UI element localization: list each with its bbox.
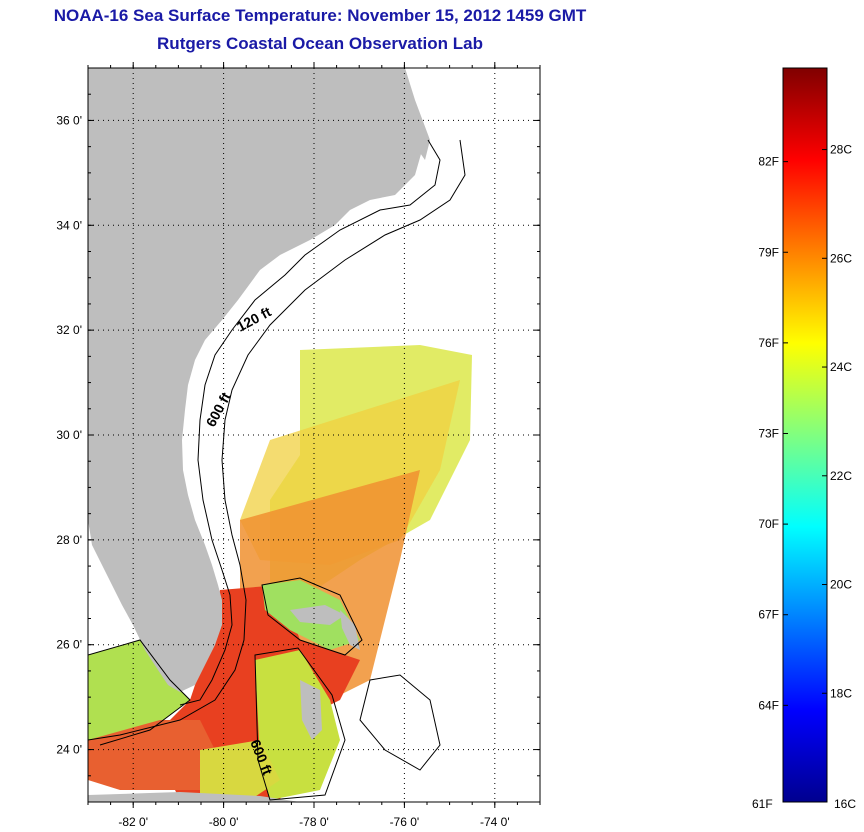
colorbar-f-label: 79F [758,245,779,259]
sst-imagery [88,345,472,800]
lat-tick-label: 32 0' [56,323,82,337]
colorbar-ticks [783,149,827,706]
lon-tick-label: -82 0' [118,815,148,829]
map-title: NOAA-16 Sea Surface Temperature: Novembe… [53,6,587,25]
contour-bahamas-2 [254,647,346,801]
colorbar-f-label: 73F [758,426,779,440]
lon-tick-label: -78 0' [299,815,329,829]
colorbar-f-label: 82F [758,155,779,169]
longitude-labels: -82 0' -80 0' -78 0' -76 0' -74 0' [118,815,509,829]
colorbar-celsius-labels: 18C 20C 22C 24C 26C 28C [830,143,852,701]
lat-tick-label: 26 0' [56,638,82,652]
lon-tick-label: -76 0' [390,815,420,829]
land [88,68,430,802]
cuba-land [88,792,300,802]
latitude-labels: 24 0' 26 0' 28 0' 30 0' 32 0' 34 0' 36 0' [56,113,82,756]
colorbar-f-label: 70F [758,517,779,531]
graticule [88,68,540,802]
colorbar-c-label: 24C [830,360,852,374]
lat-tick-label: 24 0' [56,743,82,757]
map-subtitle: Rutgers Coastal Ocean Observation Lab [157,34,483,53]
andros-island [300,680,322,740]
contour-florida-bay [88,639,191,746]
colorbar-min-f-label: 61F [752,797,773,811]
contour-bahamas-3 [359,674,441,771]
sst-keys-shelf [88,720,220,790]
colorbar-min-c-label: 16C [834,797,856,811]
us-east-coast-land [88,68,425,692]
colorbar-fahrenheit-labels: 64F 67F 70F 73F 76F 79F 82F [758,155,779,713]
contour-120ft [179,139,441,706]
colorbar-gradient [782,67,828,803]
colorbar-c-label: 20C [830,578,852,592]
colorbar-c-label: 26C [830,251,852,265]
grand-bahama [290,605,345,625]
lat-tick-label: 30 0' [56,428,82,442]
contour-bahamas-1 [261,577,363,656]
abaco-island [340,610,360,650]
lat-tick-label: 28 0' [56,533,82,547]
lon-tick-label: -74 0' [480,815,510,829]
colorbar-f-label: 64F [758,698,779,712]
colorbar-c-label: 28C [830,143,852,157]
lat-tick-label: 36 0' [56,113,82,127]
colorbar-c-label: 22C [830,469,852,483]
colorbar-f-label: 76F [758,336,779,350]
colorbar-c-label: 18C [830,686,852,700]
contour-600ft [88,139,466,741]
bathymetry-contours [88,139,466,801]
axis-ticks [87,62,541,808]
lat-tick-label: 34 0' [56,218,82,232]
outer-banks [405,68,430,160]
sst-southern-bank [200,740,280,800]
lon-tick-label: -80 0' [209,815,239,829]
colorbar-f-label: 67F [758,608,779,622]
sst-bahamas-bank-2 [255,650,340,800]
